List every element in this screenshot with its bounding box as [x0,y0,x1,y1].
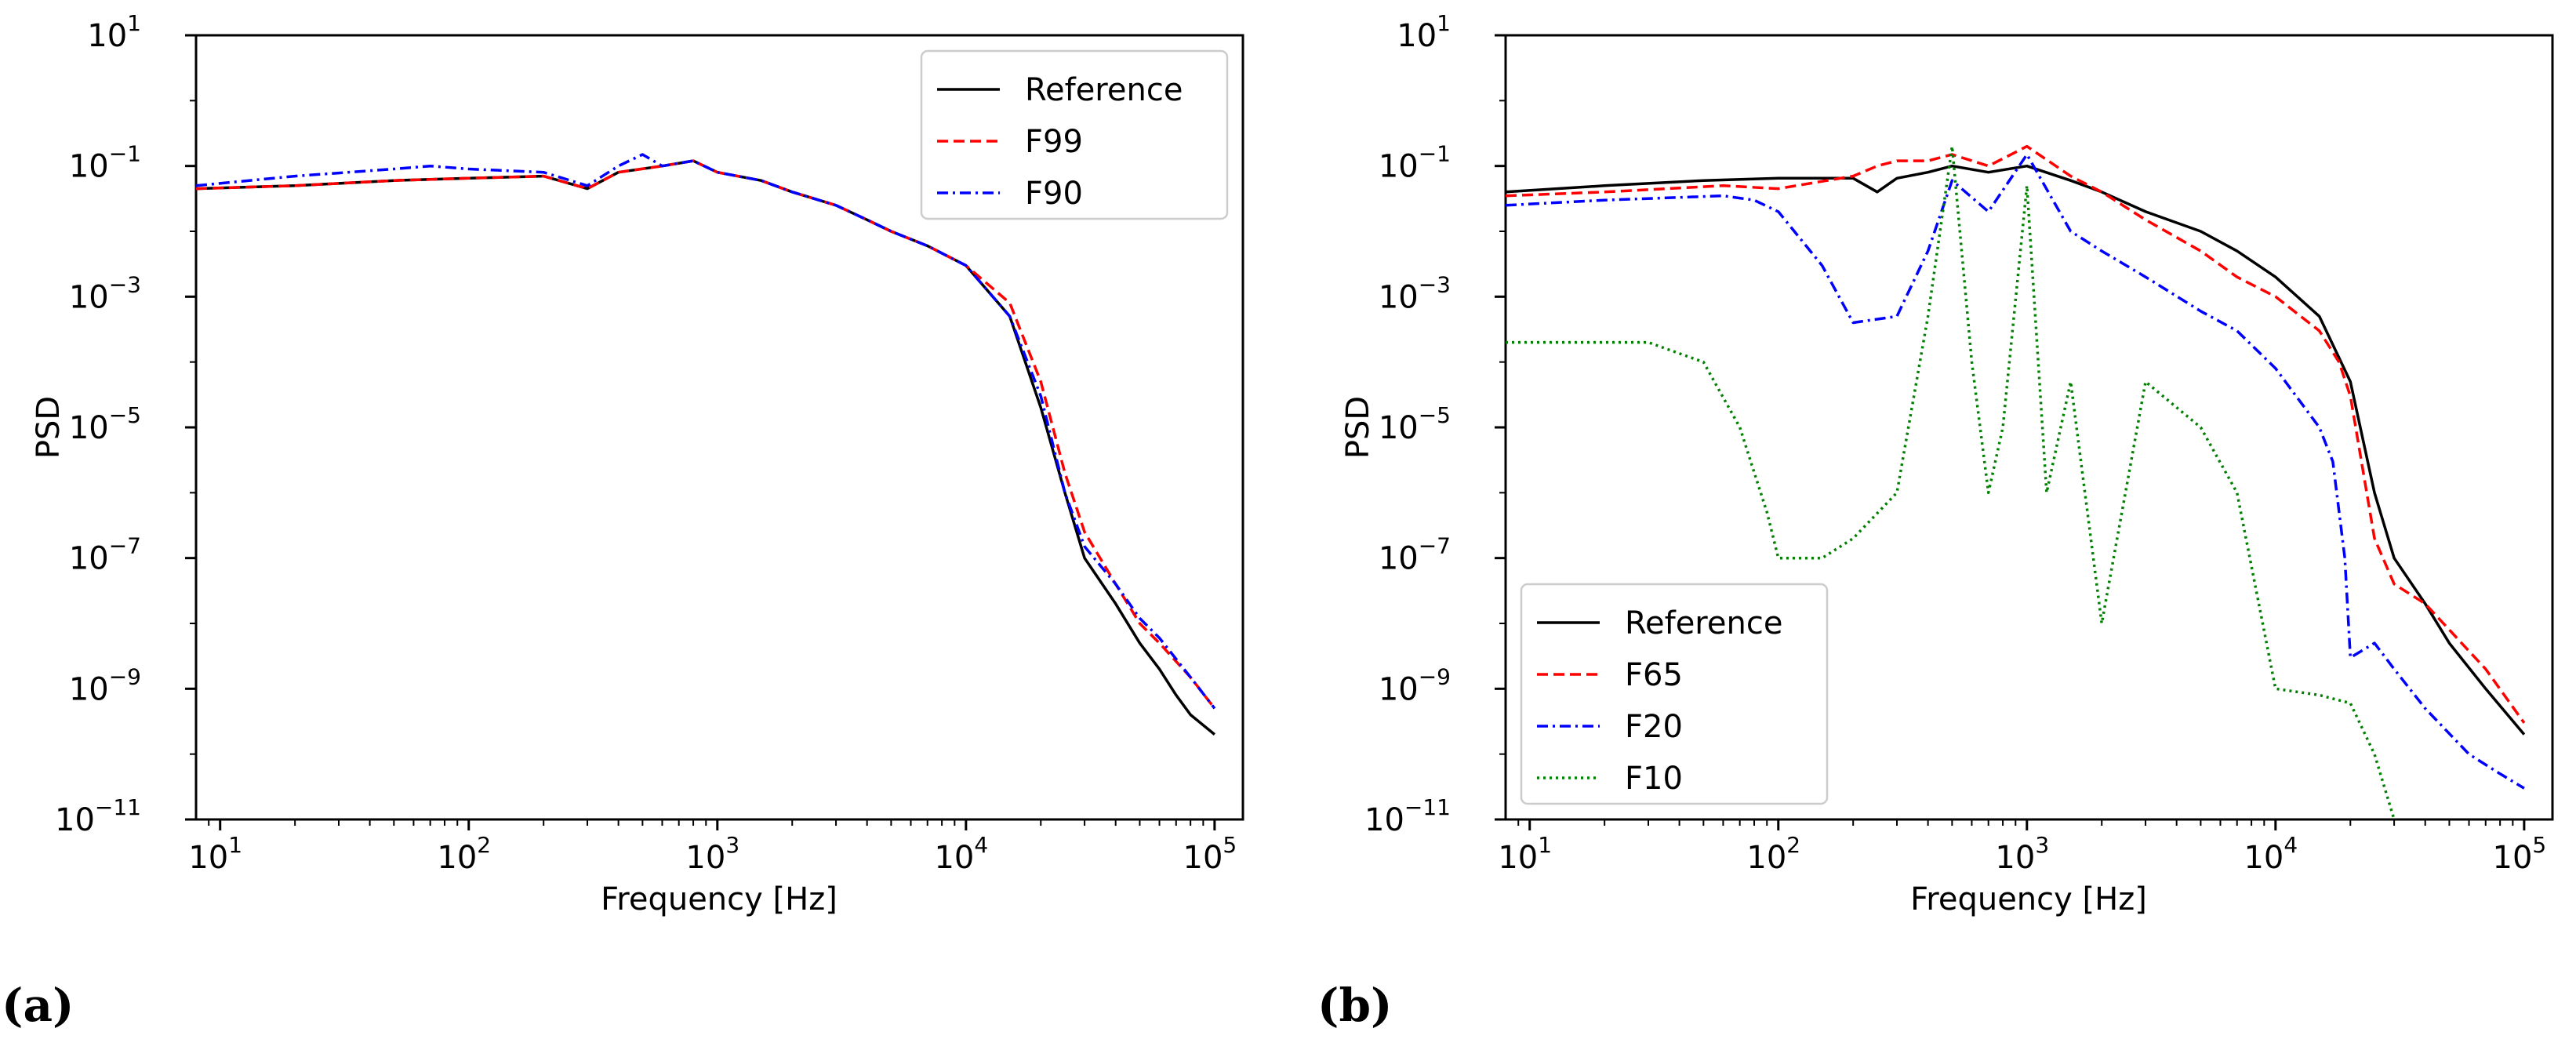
x-tick-label: 101 [188,832,242,876]
x-tick-label: 101 [1498,832,1552,876]
x-tick-exponent: 4 [2284,832,2298,858]
y-tick-label: 10−7 [1379,533,1451,577]
y-tick-exponent: −9 [1419,663,1451,689]
y-tick-exponent: −11 [95,794,141,820]
x-tick-exponent: 5 [1223,832,1237,858]
x-tick-label: 103 [685,832,739,876]
x-tick-exponent: 4 [974,832,988,858]
y-tick-exponent: −7 [109,533,141,559]
y-tick-exponent: −1 [1419,141,1451,167]
series-line-f99 [196,159,1216,710]
x-tick-exponent: 2 [1786,832,1800,858]
x-axis-label-b: Frequency [Hz] [1910,881,2147,917]
series-line-f10 [1506,144,2397,819]
legend-box [1520,583,1829,805]
series-layer-a [196,153,1216,736]
legend-label: Reference [1625,605,1782,641]
x-tick-label: 104 [2244,832,2298,876]
y-tick-exponent: −11 [1404,794,1451,820]
x-tick-label: 102 [437,832,491,876]
y-tick-exponent: 1 [1437,10,1451,36]
x-tick-exponent: 3 [2035,832,2049,858]
series-line-reference [196,159,1216,736]
series-line-f20 [1506,153,2525,790]
x-tick-exponent: 3 [725,832,739,858]
y-axis-label-b: PSD [1340,396,1376,459]
series-line-f90 [196,153,1216,710]
x-axis-label-a: Frequency [Hz] [601,881,837,917]
x-tick-exponent: 5 [2532,832,2546,858]
y-tick-label: 10−1 [1379,141,1451,185]
chart-panel-b: 101 102 103 104 105 101 10−1 10−3 10−5 10−7 10−9 10… [1340,10,2554,917]
y-tick-exponent: −9 [109,663,141,689]
legend-label: F20 [1625,709,1683,745]
legend-label: F99 [1025,124,1083,160]
series-line-reference [1506,164,2526,736]
x-tick-exponent: 1 [1538,832,1552,858]
y-tick-label: 10−11 [1364,794,1451,838]
legend-box [920,49,1229,220]
x-tick-exponent: 2 [477,832,491,858]
y-tick-exponent: 1 [127,10,141,36]
y-tick-exponent: −3 [109,271,141,297]
series-line-f65 [1506,144,2526,724]
legend-label: Reference [1025,72,1183,108]
panel-label-b: (b) [1317,979,1393,1032]
y-tick-exponent: −1 [109,141,141,167]
x-tick-label: 102 [1746,832,1800,876]
y-tick-exponent: −3 [1419,271,1451,297]
y-tick-exponent: −5 [109,402,141,428]
legend-label: F90 [1025,176,1083,212]
y-tick-label: 10−1 [69,141,141,185]
y-axis-label-a: PSD [31,396,67,459]
x-tick-label: 105 [2493,832,2547,876]
x-tick-label: 103 [1995,832,2049,876]
y-tick-label: 10−9 [1379,663,1451,707]
y-tick-label: 101 [87,10,141,54]
legend-label: F65 [1625,657,1683,693]
y-tick-label: 10−3 [69,271,141,315]
y-tick-label: 10−9 [69,663,141,707]
x-tick-label: 105 [1183,832,1237,876]
legend-a: Reference F99 F90 [920,49,1229,220]
y-tick-exponent: −5 [1419,402,1451,428]
y-tick-label: 10−5 [1379,402,1451,446]
x-tick-exponent: 1 [228,832,242,858]
legend-b: Reference F65 F20 F10 [1520,583,1829,805]
y-tick-exponent: −7 [1419,533,1451,559]
y-tick-label: 10−11 [55,794,141,838]
y-tick-label: 10−7 [69,533,141,577]
y-tick-label: 10−3 [1379,271,1451,315]
series-layer-b [1506,144,2526,819]
y-tick-label: 10−5 [69,402,141,446]
panel-label-a: (a) [2,979,74,1032]
x-tick-label: 104 [934,832,988,876]
legend-label: F10 [1625,761,1683,797]
y-tick-label: 101 [1397,10,1451,54]
chart-panel-a: 101 102 103 104 105 101 10−1 10−3 10−5 10−7 10−9 10… [31,10,1244,917]
